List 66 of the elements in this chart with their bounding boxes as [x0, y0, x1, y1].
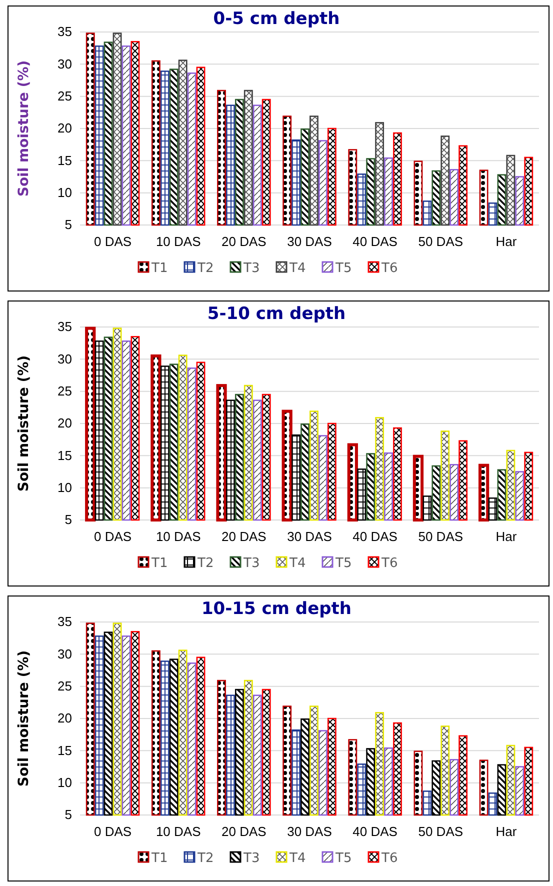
legend-label: T1: [150, 556, 168, 571]
y-tick-label: 20: [58, 710, 72, 726]
x-tick-label: 30 DAS: [287, 529, 332, 544]
legend-label: T4: [288, 261, 306, 276]
x-tick-label: 50 DAS: [418, 234, 464, 250]
x-tick-label: 30 DAS: [287, 234, 332, 250]
y-tick-label: 5: [64, 512, 72, 528]
chart-title: 10-15 cm depth: [201, 599, 352, 619]
y-tick-label: 10: [58, 184, 72, 200]
y-tick-label: 30: [58, 646, 72, 662]
legend-label: T5: [334, 851, 352, 866]
x-tick-label: 0 DAS: [94, 824, 132, 840]
x-tick-label: Har: [496, 529, 518, 544]
x-tick-label: Har: [496, 824, 518, 840]
x-tick-label: 10 DAS: [156, 234, 202, 250]
legend-label: T6: [380, 851, 398, 866]
y-tick-label: 35: [58, 319, 72, 334]
legend-label: T2: [196, 261, 214, 276]
x-tick-label: 50 DAS: [418, 824, 464, 840]
legend-label: T2: [196, 851, 214, 866]
y-tick-label: 25: [58, 383, 72, 398]
y-axis-title: Soil moisture (%): [16, 650, 32, 787]
legend-label: T1: [150, 851, 168, 866]
legend-label: T1: [150, 261, 168, 276]
x-tick-label: 0 DAS: [94, 234, 132, 250]
y-tick-label: 35: [58, 614, 72, 630]
legend-label: T4: [288, 556, 306, 571]
legend-label: T5: [334, 261, 352, 276]
x-tick-label: 20 DAS: [222, 824, 267, 840]
x-tick-label: 0 DAS: [94, 529, 132, 544]
legend-label: T5: [334, 556, 352, 571]
x-tick-label: 20 DAS: [222, 529, 267, 544]
y-tick-label: 5: [64, 217, 72, 232]
legend-label: T6: [380, 261, 398, 276]
legend-label: T2: [196, 556, 214, 571]
y-tick-label: 30: [58, 56, 72, 72]
y-axis-title: Soil moisture (%): [16, 355, 32, 492]
x-tick-label: 40 DAS: [352, 234, 398, 250]
x-tick-label: 40 DAS: [352, 529, 398, 544]
y-tick-label: 10: [58, 774, 72, 790]
y-tick-label: 5: [64, 807, 72, 822]
y-tick-label: 25: [58, 88, 72, 104]
y-tick-label: 20: [58, 120, 72, 136]
x-tick-label: 30 DAS: [287, 824, 332, 840]
y-tick-label: 15: [58, 152, 72, 168]
x-tick-label: 20 DAS: [222, 234, 267, 250]
legend-label: T3: [242, 556, 260, 571]
chart-title: 5-10 cm depth: [207, 304, 346, 324]
y-tick-label: 20: [58, 416, 72, 431]
y-tick-label: 15: [58, 448, 72, 463]
x-tick-label: 10 DAS: [156, 529, 202, 544]
y-tick-label: 25: [58, 678, 72, 694]
x-tick-label: 10 DAS: [156, 824, 202, 840]
y-tick-label: 15: [58, 742, 72, 758]
y-tick-label: 10: [58, 480, 72, 495]
legend-label: T3: [242, 851, 260, 866]
y-axis-title: Soil moisture (%): [16, 60, 32, 197]
y-tick-label: 35: [58, 24, 72, 40]
legend-label: T6: [380, 556, 398, 571]
chart-title: 0-5 cm depth: [213, 9, 340, 29]
x-tick-label: 40 DAS: [352, 824, 398, 840]
y-tick-label: 30: [58, 351, 72, 366]
legend-label: T4: [288, 851, 306, 866]
x-tick-label: Har: [496, 234, 518, 250]
legend-label: T3: [242, 261, 260, 276]
x-tick-label: 50 DAS: [418, 529, 464, 544]
